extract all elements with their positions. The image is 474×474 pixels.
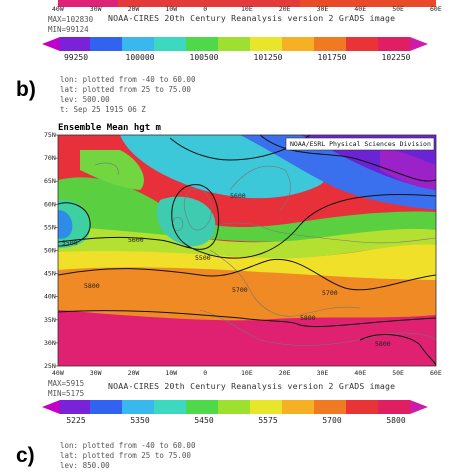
panel-a-map-strip [58, 0, 436, 7]
panel-b-y-tick: 50N [44, 247, 56, 255]
panel-b-x-tick: 0 [203, 369, 207, 377]
contour-label: 5700 [322, 289, 338, 297]
panel-b-x-tick: 10E [241, 369, 253, 377]
contour-label: 5600 [230, 192, 246, 200]
panel-b-y-tick: 55N [44, 223, 56, 231]
panel-b-x-tick: 40W [52, 369, 64, 377]
contour-label: 5800 [300, 314, 316, 322]
colorbar-tick-label: 5350 [130, 416, 150, 425]
panel-a-colorbar [42, 37, 428, 51]
panel-b-y-tick: 65N [44, 177, 56, 185]
contour-label: 5500 [195, 254, 211, 262]
panel-b-y-tick: 35N [44, 316, 56, 324]
panel-b-y-tick: 40N [44, 293, 56, 301]
panel-b-y-tick: 45N [44, 270, 56, 278]
colorbar-tick-label: 5575 [258, 416, 278, 425]
contour-label: 5700 [232, 286, 248, 294]
panel-b-lon: lon: plotted from -40 to 60.00 [60, 75, 196, 84]
panel-b-y-tick: 30N [44, 339, 56, 347]
panel-b-y-tick: 60N [44, 200, 56, 208]
colorbar-tick-label: 100000 [125, 53, 155, 62]
panel-b-map: 75N 70N 65N 60N 55N 50N 45N 40N 35N 30N 25N 40W 30W… [44, 131, 442, 377]
colorbar-tick-label: 101750 [317, 53, 347, 62]
panel-a-x-tick: 60E [430, 5, 442, 13]
panel-a-max: MAX=102830 [48, 15, 94, 24]
panel-a-x-tick: 20W [127, 5, 140, 13]
panel-a-x-tick: 20E [278, 5, 291, 13]
colorbar-tick-label: 101250 [253, 53, 283, 62]
colorbar-tick-label: 5700 [322, 416, 342, 425]
colorbar-tick-label: 102250 [381, 53, 411, 62]
colorbar-tick-label: 100500 [189, 53, 219, 62]
panel-b-x-tick: 20E [279, 369, 291, 377]
panel-a-x-tick: 30E [316, 5, 329, 13]
panel-a-x-tick: 10E [241, 5, 253, 13]
panel-a-x-tick: 0 [203, 5, 208, 13]
panel-b-x-tick: 40E [354, 369, 366, 377]
contour-label: 5800 [375, 340, 391, 348]
panel-b-y-tick: 75N [44, 131, 56, 139]
colorbar-tick-label: 5450 [194, 416, 214, 425]
colorbar-tick-label: 5800 [386, 416, 406, 425]
panel-a-credit: NOAA-CIRES 20th Century Reanalysis versi… [108, 13, 396, 23]
panel-b-source: NOAA/ESRL Physical Sciences Division [290, 140, 431, 148]
panel-b-credit: NOAA-CIRES 20th Century Reanalysis versi… [108, 381, 396, 391]
panel-b-x-tick: 30W [90, 369, 102, 377]
panel-b-y-tick: 25N [44, 362, 56, 370]
panel-b-title: Ensemble Mean hgt m [58, 123, 161, 133]
panel-a-x-tick: 40E [354, 5, 367, 13]
panel-b-max: MAX=5915 [48, 379, 85, 388]
panel-c-lat: lat: plotted from 25 to 75.00 [60, 451, 191, 460]
panel-b-x-tick: 60E [430, 369, 442, 377]
panel-b-time: t: Sep 25 1915 06 Z [60, 105, 146, 114]
panel-b-x-tick: 30E [317, 369, 329, 377]
panel-c-lev: lev: 850.00 [60, 461, 110, 470]
panel-b-y-tick: 70N [44, 154, 56, 162]
panel-b-min: MIN=5175 [48, 389, 85, 398]
panel-c-lon: lon: plotted from -40 to 60.00 [60, 441, 196, 450]
contour-label: 5800 [84, 282, 100, 290]
panel-a-x-tick: 40W [52, 5, 64, 13]
panel-c-label: c) [16, 444, 35, 467]
colorbar-tick-label: 5225 [66, 416, 86, 425]
panel-a-x-tick: 50E [392, 5, 404, 13]
panel-b-x-tick: 50E [392, 369, 404, 377]
panel-b-x-tick: 10W [165, 369, 177, 377]
panel-b-lev: lev: 500.00 [60, 95, 110, 104]
contour-label: 5500 [62, 239, 78, 247]
panel-a-x-tick: 30W [89, 5, 102, 13]
contour-label: 5600 [128, 236, 144, 244]
panel-b-label: b) [16, 78, 36, 101]
colorbar-tick-label: 99250 [63, 53, 89, 62]
panel-b-colorbar [42, 400, 428, 414]
panel-b-lat: lat: plotted from 25 to 75.00 [60, 85, 191, 94]
panel-a-min: MIN=99124 [48, 25, 89, 34]
panel-a-x-tick: 10W [165, 5, 178, 13]
panel-b-x-tick: 20W [128, 369, 140, 377]
